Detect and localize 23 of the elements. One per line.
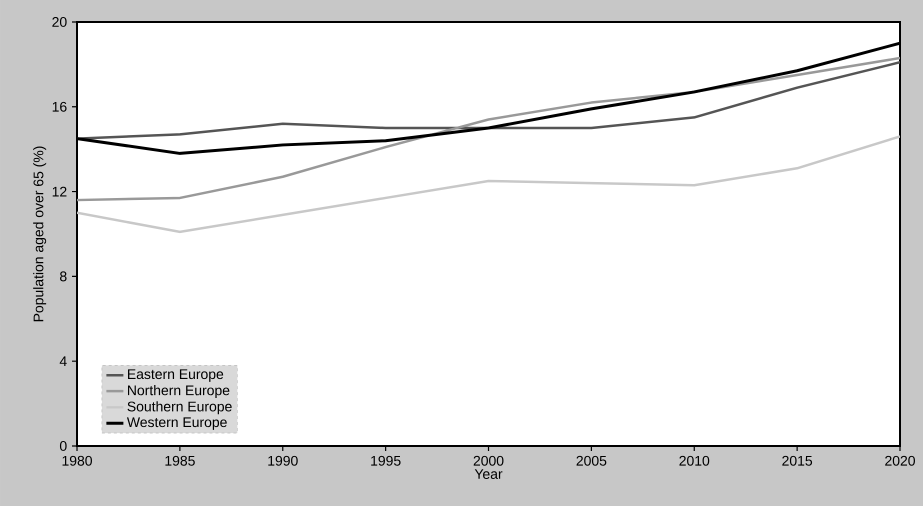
x-tick-label: 2010 [679,456,710,466]
y-tick-label: 0 [60,441,67,451]
x-tick-label: 1990 [268,456,298,466]
x-tick-label: 2000 [474,456,504,466]
y-tick-label: 20 [52,17,67,27]
x-tick-label: 1985 [165,456,195,466]
x-tick-label: 1980 [62,456,92,466]
x-tick-label: 2005 [576,456,606,466]
x-tick-label: 2015 [782,456,812,466]
y-tick-label: 12 [52,186,66,196]
x-tick-label: 2020 [885,456,915,466]
line-series [77,135,900,234]
line-series [77,56,900,202]
y-tick-label: 8 [60,271,67,282]
y-tick-label: 4 [60,356,67,366]
legend-label: Southern Europe [128,401,232,414]
y-axis-title: Population aged over 65 (%) [33,146,46,322]
legend-label: Northern Europe [128,385,230,398]
legend-label: Eastern Europe [128,369,224,382]
x-axis-title: Year [474,469,502,479]
y-tick-label: 16 [52,102,67,112]
x-tick-label: 1995 [371,456,401,466]
legend-label: Western Europe [126,417,227,430]
